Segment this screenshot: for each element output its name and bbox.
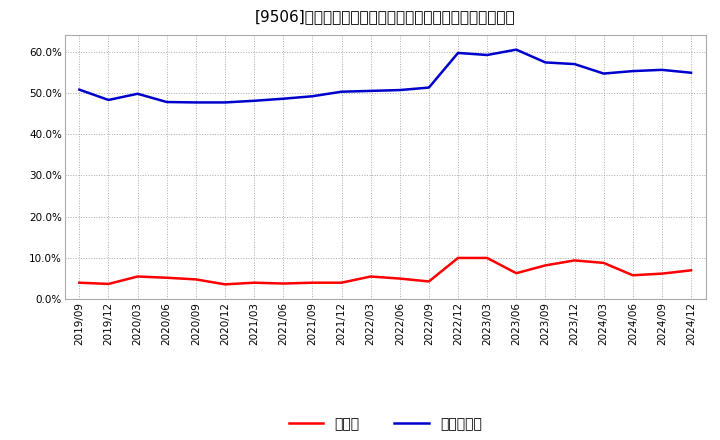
現預金 <box>308 280 317 286</box>
有利子負債 <box>395 88 404 93</box>
現預金 <box>570 258 579 263</box>
現預金 <box>104 281 113 286</box>
現預金 <box>541 263 550 268</box>
有利子負債 <box>220 100 229 105</box>
有利子負債 <box>366 88 375 94</box>
有利子負債 <box>483 52 492 58</box>
現預金 <box>629 273 637 278</box>
現預金 <box>687 268 696 273</box>
現預金 <box>395 276 404 281</box>
有利子負債 <box>75 87 84 92</box>
現預金 <box>279 281 287 286</box>
有利子負債 <box>250 98 258 103</box>
現預金 <box>192 277 200 282</box>
有利子負債 <box>687 70 696 75</box>
Line: 有利子負債: 有利子負債 <box>79 50 691 103</box>
現預金 <box>163 275 171 280</box>
現預金 <box>133 274 142 279</box>
有利子負債 <box>337 89 346 94</box>
有利子負債 <box>541 60 550 65</box>
現預金 <box>454 255 462 260</box>
現預金 <box>250 280 258 286</box>
有利子負債 <box>425 85 433 90</box>
現預金 <box>483 255 492 260</box>
有利子負債 <box>308 94 317 99</box>
有利子負債 <box>570 62 579 67</box>
Title: [9506]　現預金、有利子負債の総資産に対する比率の推移: [9506] 現預金、有利子負債の総資産に対する比率の推移 <box>255 9 516 24</box>
有利子負債 <box>599 71 608 76</box>
現預金 <box>220 282 229 287</box>
Legend: 現預金, 有利子負債: 現預金, 有利子負債 <box>283 412 487 437</box>
有利子負債 <box>192 100 200 105</box>
現預金 <box>657 271 666 276</box>
現預金 <box>599 260 608 266</box>
現預金 <box>512 271 521 276</box>
有利子負債 <box>657 67 666 73</box>
現預金 <box>425 279 433 284</box>
現預金 <box>366 274 375 279</box>
現預金 <box>75 280 84 286</box>
有利子負債 <box>629 69 637 74</box>
有利子負債 <box>104 97 113 103</box>
Line: 現預金: 現預金 <box>79 258 691 284</box>
有利子負債 <box>163 99 171 105</box>
現預金 <box>337 280 346 286</box>
有利子負債 <box>279 96 287 101</box>
有利子負債 <box>512 47 521 52</box>
有利子負債 <box>454 50 462 55</box>
有利子負債 <box>133 91 142 96</box>
